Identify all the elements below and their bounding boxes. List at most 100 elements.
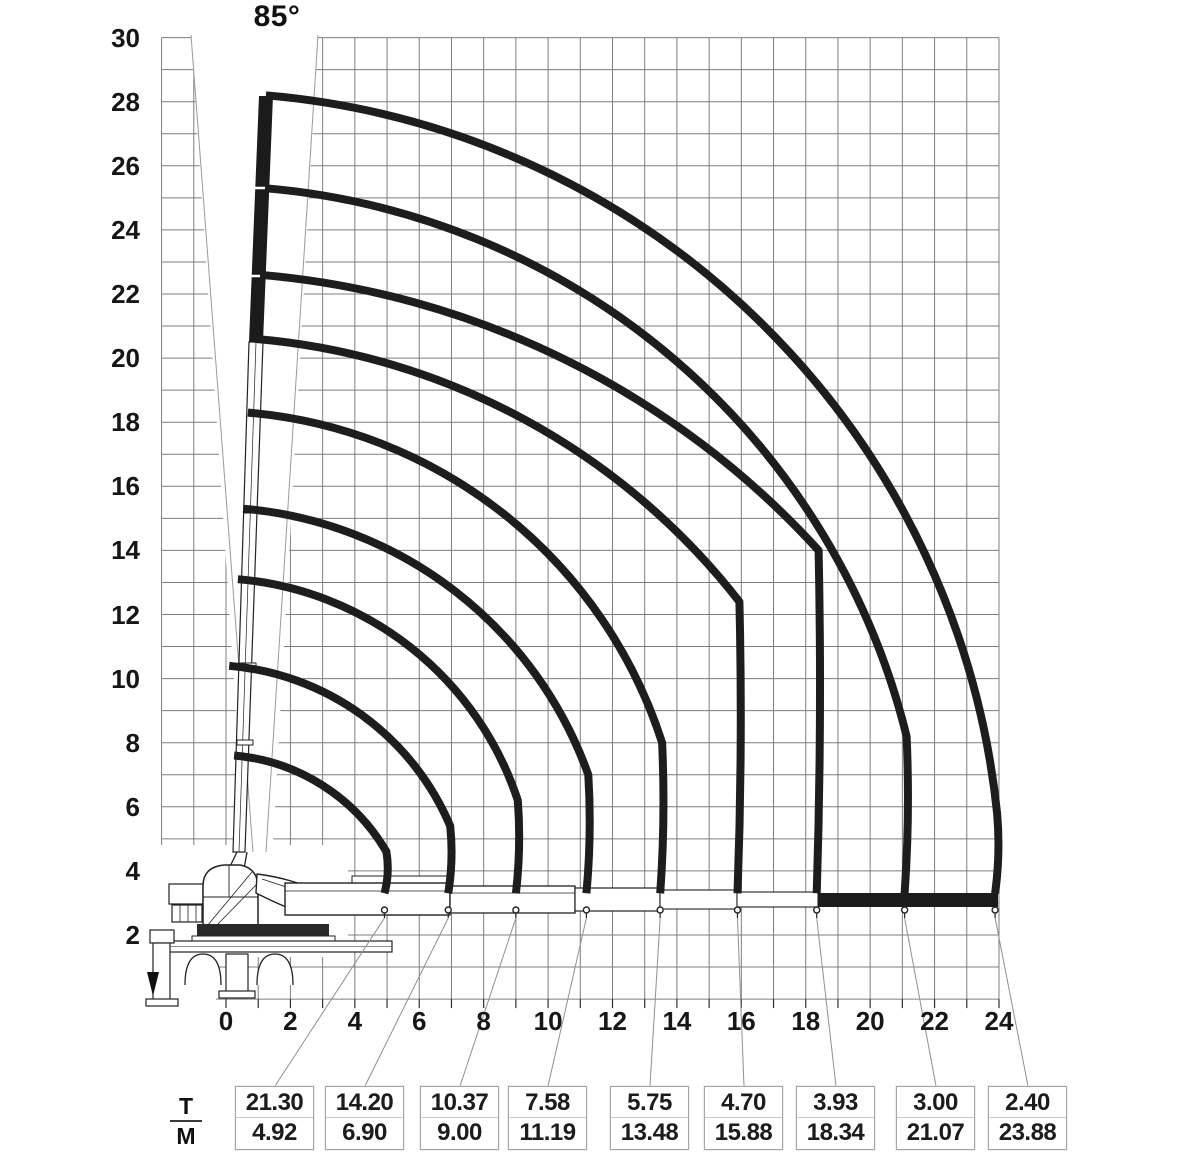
x-axis-label: 14: [662, 1006, 692, 1036]
x-axis-label: 20: [855, 1006, 885, 1036]
capacity-outreach-value: 21.07: [906, 1119, 965, 1146]
hook-icon: [733, 906, 742, 914]
load-curve: [264, 184, 912, 894]
wheel-fender: [184, 953, 222, 986]
capacity-box: 2.40 23.88: [988, 1086, 1067, 1150]
hook-icon: [656, 906, 664, 914]
capacity-outreach-value: 6.90: [342, 1119, 387, 1146]
leader-line: [274, 917, 385, 1087]
load-curve: [265, 91, 1003, 894]
x-axis-label: 10: [533, 1006, 563, 1036]
y-axis-label: 30: [111, 22, 140, 53]
capacity-tonnes-value: 10.37: [421, 1089, 498, 1118]
load-curve: [247, 408, 668, 894]
capacity-outreach-value: 15.88: [714, 1119, 773, 1146]
counterweight: [168, 883, 204, 905]
y-axis-label: 4: [125, 855, 140, 886]
hook-icon: [380, 906, 389, 914]
x-axis-label: 22: [920, 1006, 950, 1036]
down-arrow-icon: [147, 972, 159, 996]
capacity-tonnes-value: 7.58: [509, 1089, 586, 1118]
capacity-box: 4.70 15.88: [704, 1086, 783, 1150]
y-axis-label: 16: [111, 471, 140, 502]
capacity-box: 3.00 21.07: [896, 1086, 975, 1150]
crane-illustration: [145, 96, 998, 1007]
capacity-unit-legend: T M: [161, 1094, 211, 1148]
boom-angle-line: [265, 34, 319, 853]
capacity-tonnes-value: 21.30: [236, 1089, 313, 1118]
hook-markers: [380, 906, 999, 918]
y-axis-label: 2: [125, 920, 140, 950]
mast-upper-section: [249, 96, 273, 342]
capacity-tonnes-value: 4.70: [705, 1089, 782, 1118]
leader-line: [364, 917, 449, 1087]
x-axis-label: 6: [412, 1006, 427, 1036]
x-axis-label: 2: [283, 1006, 298, 1036]
leader-line: [904, 917, 937, 1087]
capacity-outreach-value: 4.92: [252, 1119, 297, 1146]
hook-icon: [512, 906, 520, 914]
hook-icon: [582, 906, 591, 914]
load-curve: [254, 334, 745, 894]
x-axis-label: 4: [347, 1006, 363, 1036]
load-curve: [242, 504, 594, 894]
x-axis-label: 24: [984, 1006, 1014, 1036]
capacity-box: 21.30 4.92: [235, 1086, 314, 1150]
y-axis-label: 6: [125, 791, 140, 822]
load-curve: [233, 751, 392, 895]
x-axis-label: 0: [218, 1006, 234, 1036]
leader-line: [994, 917, 1029, 1087]
capacity-box: 14.20 6.90: [325, 1086, 404, 1150]
leader-lines: [274, 917, 1029, 1087]
leader-line: [649, 917, 661, 1087]
load-curve: [228, 661, 456, 894]
outrigger-pad: [145, 998, 179, 1007]
load-curve: [259, 270, 825, 894]
capacity-outreach-value: 11.19: [519, 1119, 576, 1146]
y-axis-label: 24: [111, 214, 140, 245]
y-axis-label: 26: [111, 150, 140, 181]
hook-icon: [812, 906, 821, 914]
leader-line: [459, 917, 517, 1087]
capacity-box: 7.58 11.19: [508, 1086, 587, 1150]
capacity-outreach-value: 13.48: [620, 1119, 679, 1146]
leader-line: [736, 917, 745, 1087]
x-axis-label: 16: [726, 1006, 756, 1036]
wheel-fender: [256, 953, 294, 986]
capacity-outreach-value: 9.00: [437, 1119, 482, 1146]
mast-collar: [236, 739, 254, 746]
capacity-tonnes-value: 3.93: [797, 1089, 874, 1118]
x-axis-label: 8: [476, 1006, 491, 1036]
capacity-tonnes-value: 3.00: [897, 1089, 974, 1118]
y-axis-label: 20: [111, 343, 140, 374]
load-curves: [228, 91, 1003, 895]
leader-line: [816, 917, 837, 1087]
y-axis-label: 10: [111, 663, 140, 694]
capacity-outreach-value: 23.88: [998, 1119, 1057, 1146]
hook-icon: [444, 906, 452, 914]
capacity-tonnes-value: 2.40: [989, 1089, 1066, 1118]
tonnes-unit-symbol: T: [178, 1093, 194, 1119]
boom-section: [284, 882, 451, 916]
y-axis-label: 14: [111, 535, 140, 566]
hook-icon: [900, 906, 909, 914]
hook-icon: [991, 906, 999, 914]
capacity-box: 3.93 18.34: [796, 1086, 875, 1150]
y-axis-label: 8: [125, 727, 140, 758]
capacity-tonnes-value: 5.75: [611, 1089, 688, 1118]
y-axis-label: 22: [111, 279, 140, 309]
y-axis-label: 18: [111, 407, 140, 438]
x-axis-label: 12: [598, 1006, 627, 1036]
capacity-box: 10.37 9.00: [420, 1086, 499, 1150]
load-curve: [237, 575, 524, 894]
leader-line: [547, 917, 587, 1087]
x-axis-label: 18: [791, 1006, 821, 1036]
boom-angle-label: 85°: [253, 0, 301, 33]
capacity-tonnes-value: 14.20: [326, 1089, 403, 1118]
y-axis-label: 28: [111, 86, 140, 117]
boom-section: [659, 889, 738, 910]
capacity-box: 5.75 13.48: [610, 1086, 689, 1150]
capacity-outreach-value: 18.34: [806, 1119, 865, 1146]
